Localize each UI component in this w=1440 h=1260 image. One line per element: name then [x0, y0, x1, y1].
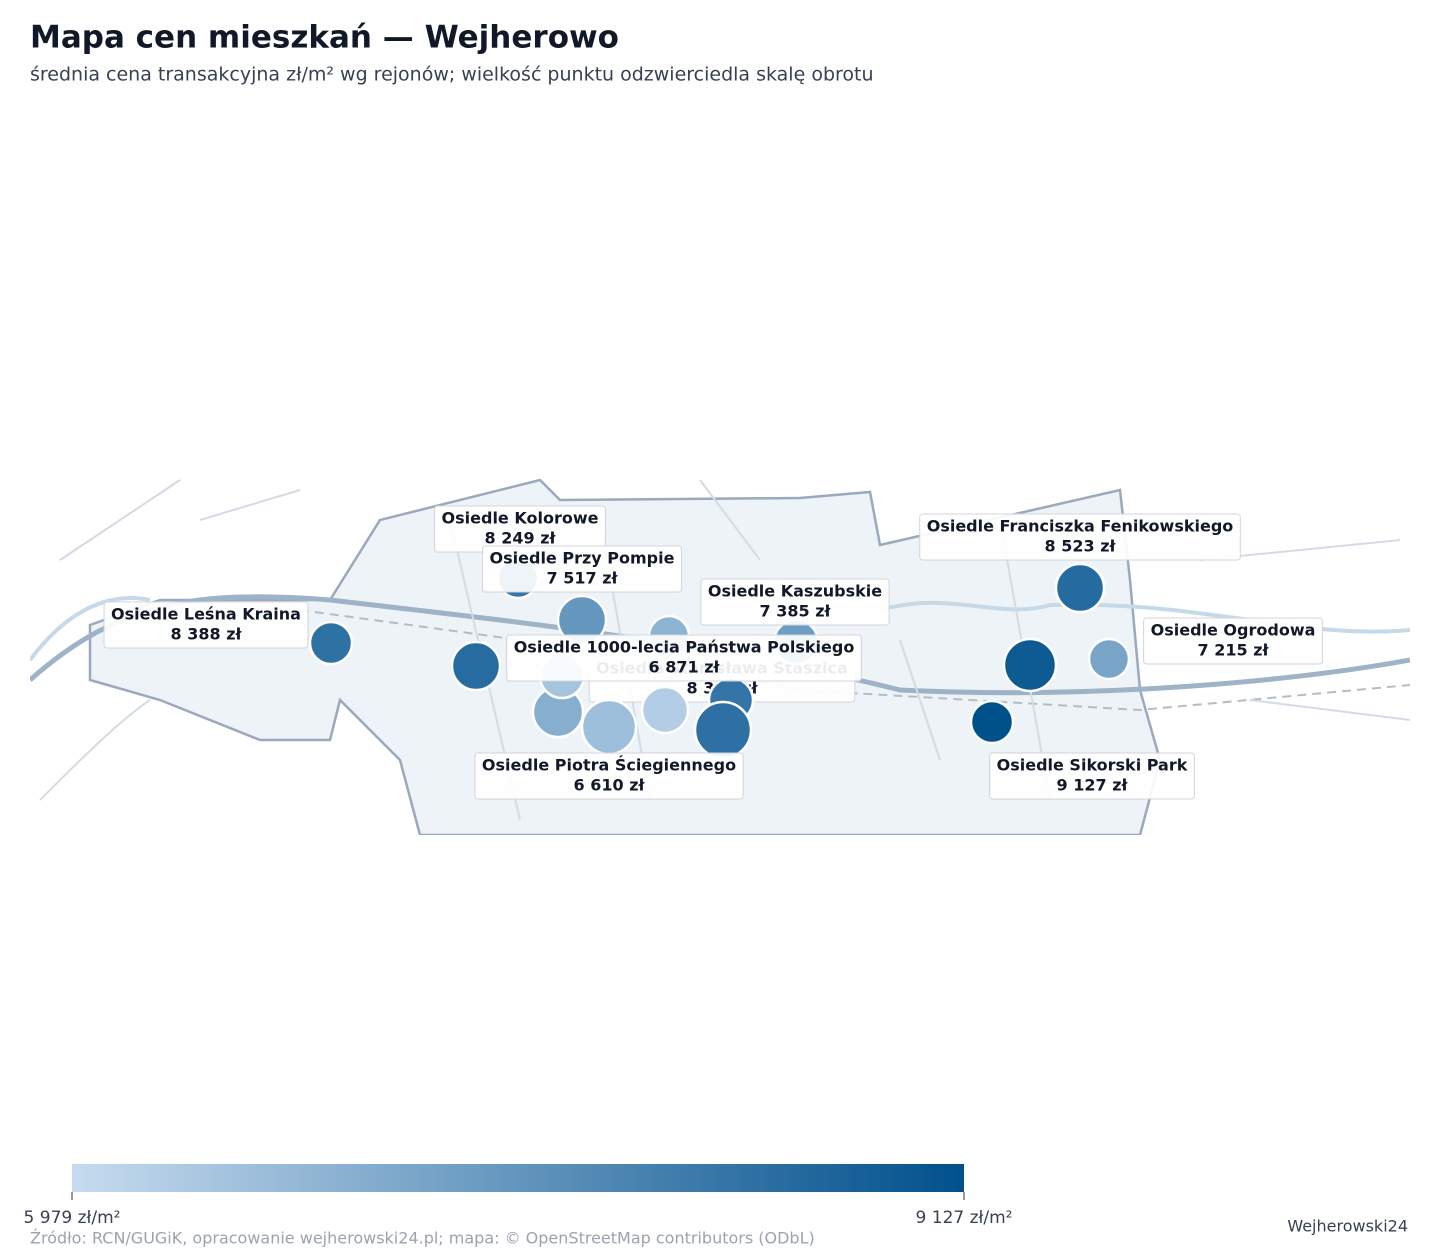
colorbar-label: 5 979 zł/m²	[24, 1208, 121, 1228]
label-box	[482, 545, 682, 593]
label-value: 8 523 zł	[1045, 537, 1117, 556]
price-point	[969, 699, 1015, 745]
label-value: 9 127 zł	[1057, 776, 1129, 795]
label-value: 7 215 zł	[1198, 641, 1270, 660]
label-box	[474, 752, 744, 800]
price-point	[693, 700, 753, 760]
price-point	[308, 620, 354, 666]
price-point	[580, 698, 638, 756]
price-point	[450, 640, 502, 692]
label-name: Osiedle Kaszubskie	[708, 582, 882, 601]
label-box	[700, 578, 890, 626]
label-box	[989, 752, 1195, 800]
label-value: 8 388 zł	[171, 625, 243, 644]
logo: Wejherowski24	[1287, 1217, 1408, 1236]
colorbar	[72, 1164, 964, 1192]
subtitle: średnia cena transakcyjna zł/m² wg rejon…	[30, 64, 874, 86]
label-name: Osiedle 1000-lecia Państwa Polskiego	[514, 638, 855, 657]
label-value: 8 249 zł	[485, 529, 557, 548]
label-box	[1143, 617, 1323, 665]
label-name: Osiedle Piotra Ściegiennego	[482, 756, 736, 775]
label-name: Osiedle Przy Pompie	[490, 549, 675, 568]
price-point	[1054, 562, 1106, 614]
label-name: Osiedle Ogrodowa	[1151, 621, 1316, 640]
label-name: Osiedle Sikorski Park	[997, 756, 1188, 775]
label-value: 6 871 zł	[649, 658, 721, 677]
label-value: 7 385 zł	[760, 602, 832, 621]
label-box	[103, 601, 309, 649]
price-point	[640, 685, 690, 735]
label-name: Osiedle Franciszka Fenikowskiego	[927, 517, 1234, 536]
label-box	[919, 513, 1241, 561]
price-point	[1002, 637, 1058, 693]
label-value: 6 610 zł	[574, 776, 646, 795]
label-name: Osiedle Kolorowe	[442, 509, 599, 528]
title: Mapa cen mieszkań — Wejherowo	[30, 20, 619, 56]
colorbar-label: 9 127 zł/m²	[916, 1208, 1013, 1228]
source: Źródło: RCN/GUGiK, opracowanie wejherows…	[30, 1229, 815, 1248]
label-value: 7 517 zł	[547, 569, 619, 588]
price-point	[1087, 637, 1131, 681]
label-name: Osiedle Leśna Kraina	[111, 605, 301, 624]
label-box	[506, 634, 862, 682]
